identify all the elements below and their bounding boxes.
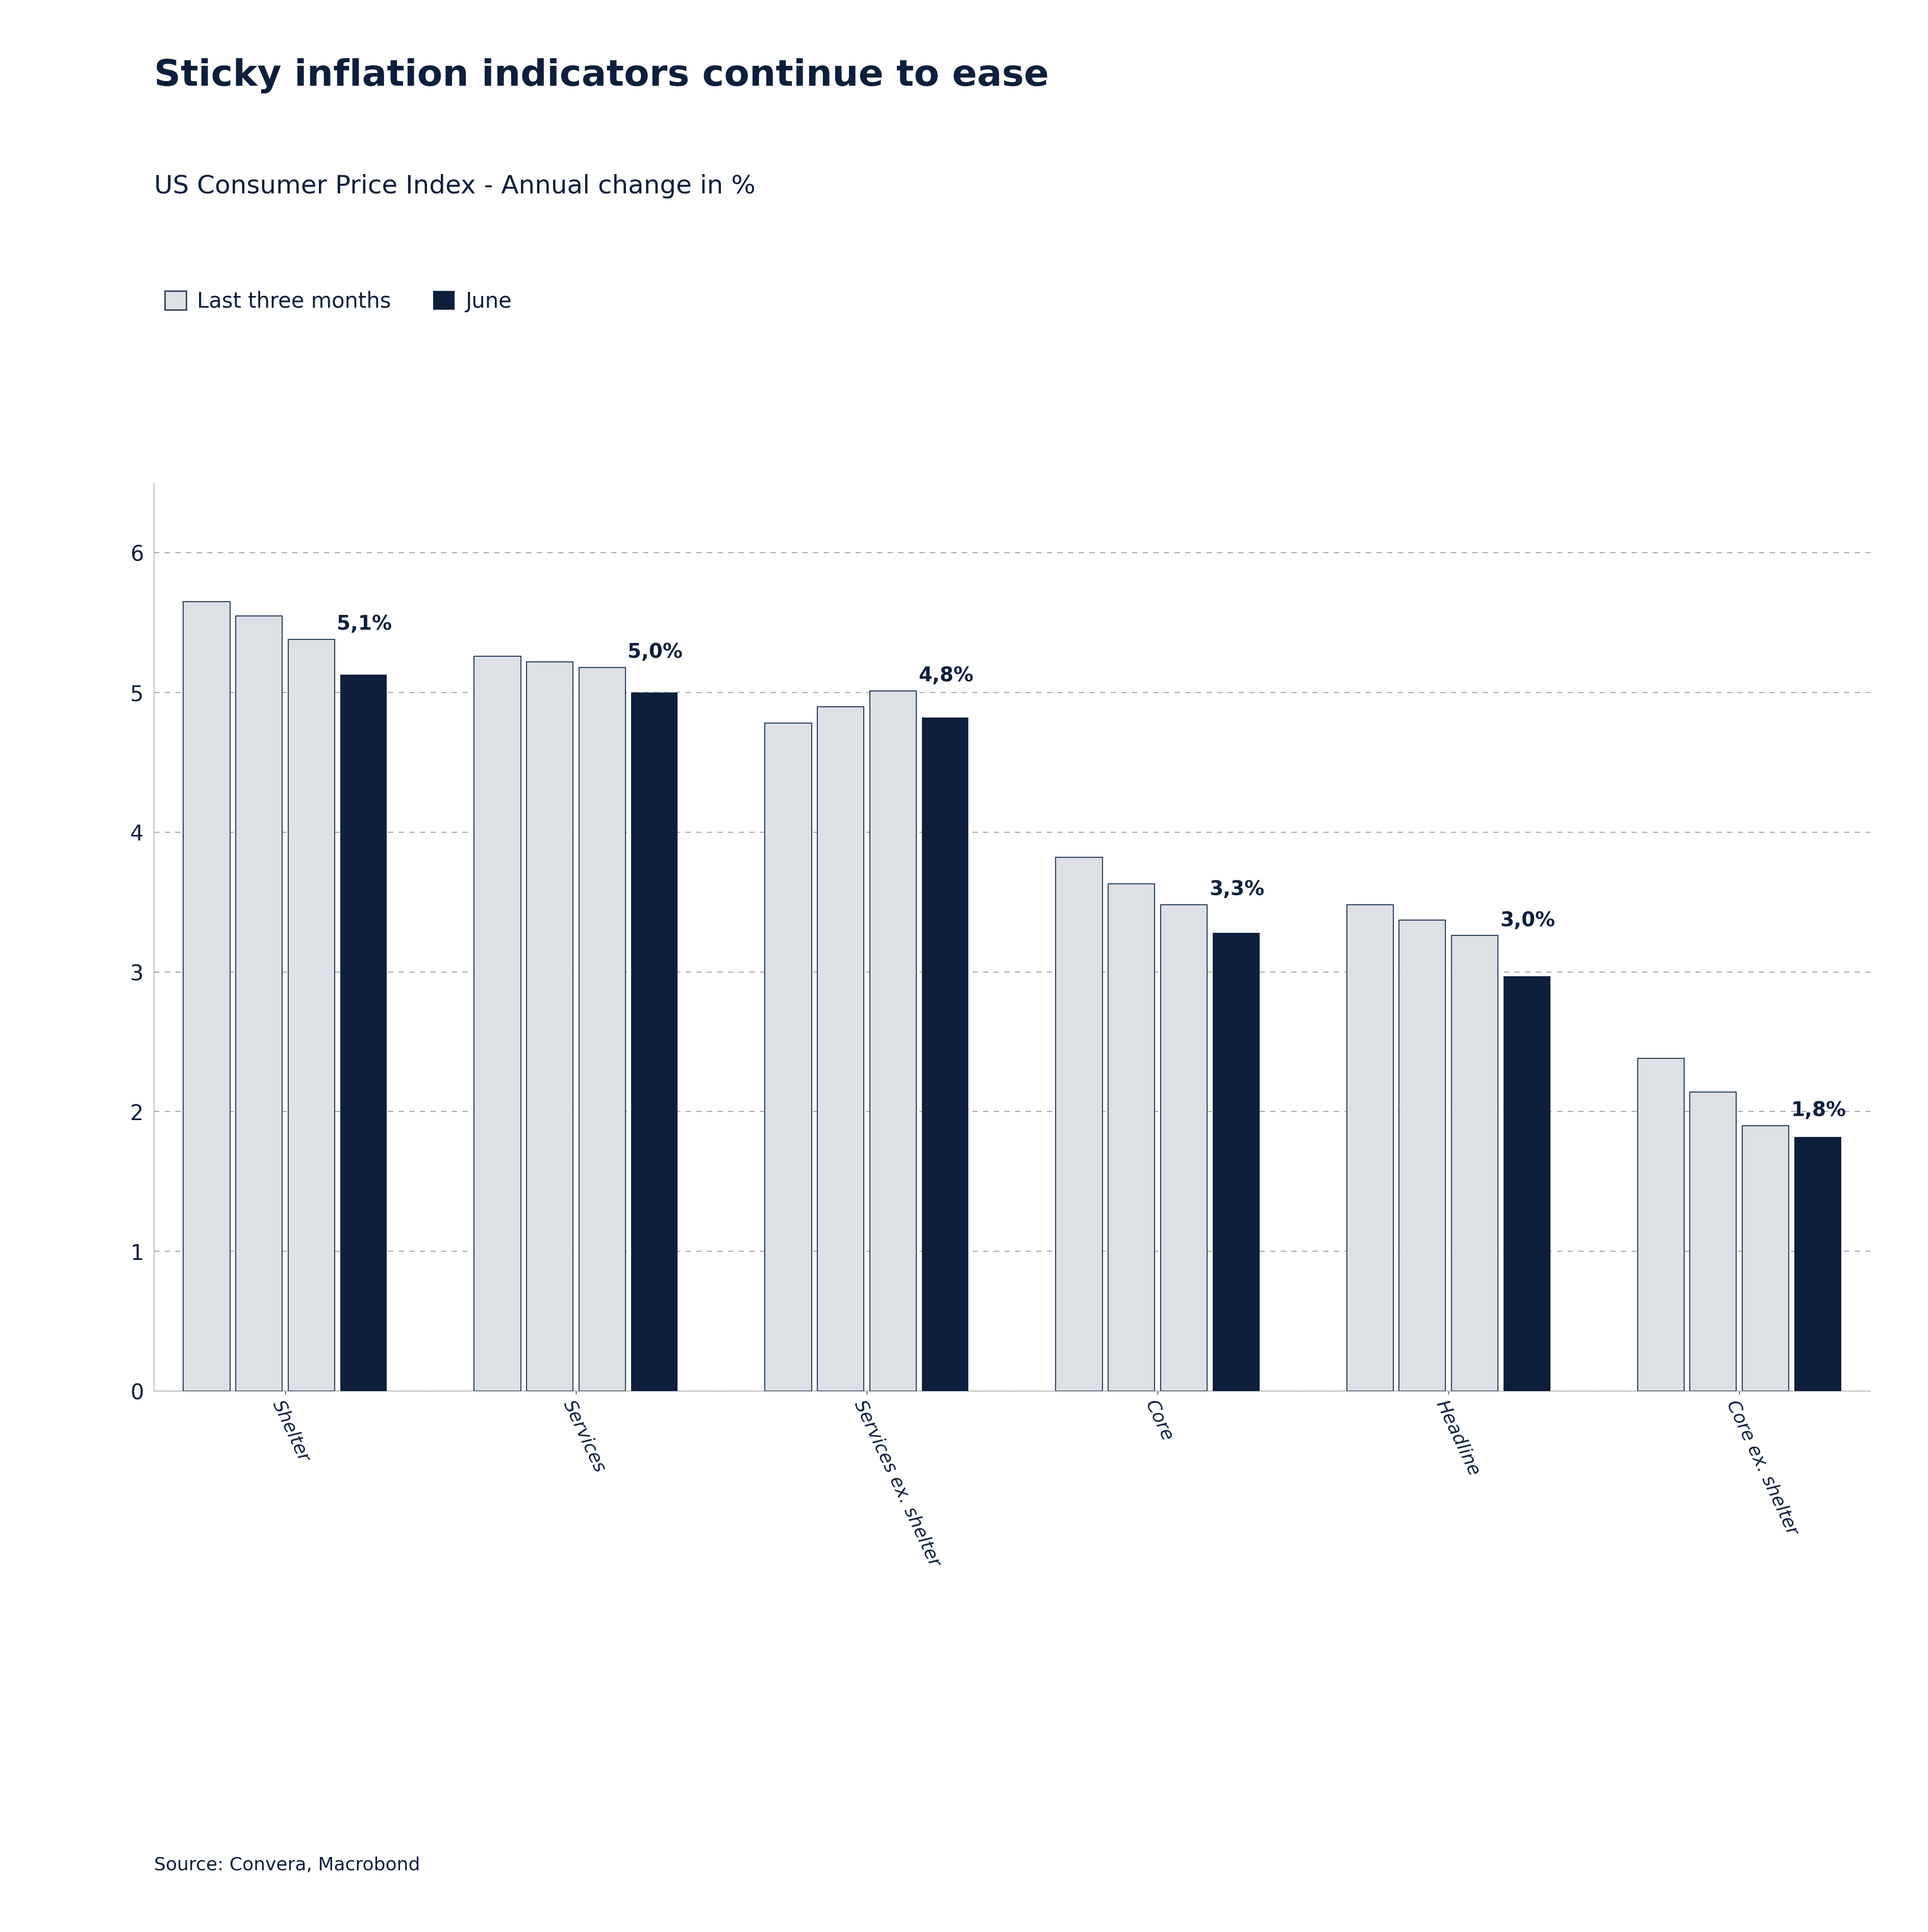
- Bar: [1400, 920, 1446, 1391]
- Text: 4,8%: 4,8%: [918, 667, 974, 686]
- Bar: [630, 692, 679, 1391]
- Bar: [1346, 904, 1394, 1391]
- Bar: [1743, 1126, 1789, 1391]
- Text: Sticky inflation indicators continue to ease: Sticky inflation indicators continue to …: [154, 58, 1049, 93]
- Bar: [1161, 904, 1207, 1391]
- Bar: [474, 657, 521, 1391]
- Legend: Last three months, June: Last three months, June: [166, 292, 511, 313]
- Text: 5,1%: 5,1%: [337, 614, 391, 634]
- Bar: [870, 692, 916, 1391]
- Text: US Consumer Price Index - Annual change in %: US Consumer Price Index - Annual change …: [154, 174, 756, 199]
- Text: 5,0%: 5,0%: [629, 643, 683, 663]
- Text: 3,0%: 3,0%: [1500, 910, 1556, 929]
- Bar: [817, 707, 864, 1391]
- Bar: [183, 601, 229, 1391]
- Bar: [526, 663, 573, 1391]
- Bar: [1795, 1136, 1841, 1391]
- Bar: [341, 674, 388, 1391]
- Bar: [1452, 935, 1498, 1391]
- Bar: [1109, 885, 1155, 1391]
- Bar: [578, 667, 625, 1391]
- Bar: [922, 717, 968, 1391]
- Bar: [287, 639, 335, 1391]
- Text: 1,8%: 1,8%: [1791, 1101, 1847, 1121]
- Bar: [765, 723, 812, 1391]
- Bar: [1057, 858, 1103, 1391]
- Bar: [1637, 1059, 1683, 1391]
- Text: Source: Convera, Macrobond: Source: Convera, Macrobond: [154, 1857, 420, 1874]
- Text: 3,3%: 3,3%: [1209, 879, 1265, 898]
- Bar: [235, 616, 281, 1391]
- Bar: [1504, 976, 1550, 1391]
- Bar: [1689, 1092, 1737, 1391]
- Bar: [1213, 933, 1259, 1391]
